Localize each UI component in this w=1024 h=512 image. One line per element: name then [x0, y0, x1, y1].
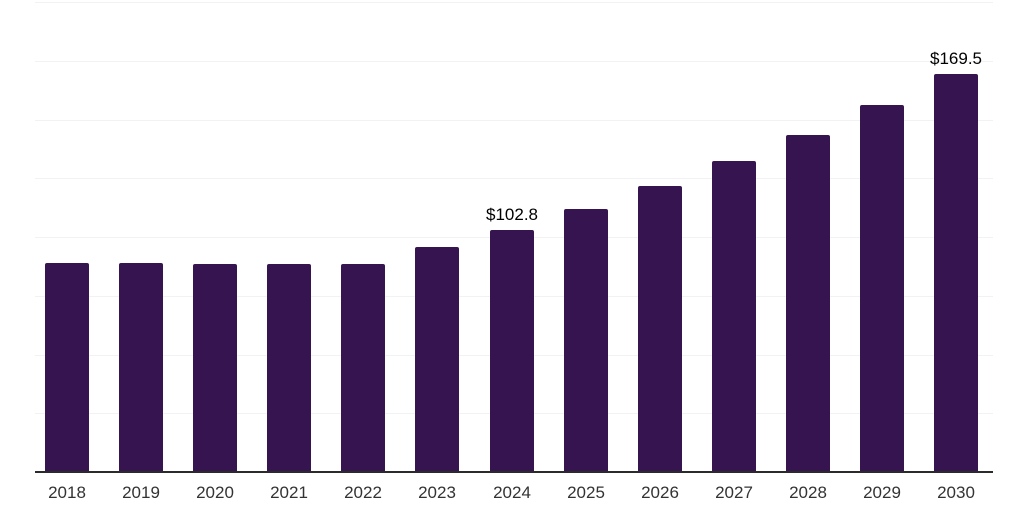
x-tick-label-2028: 2028 — [789, 483, 827, 502]
bar-2022[interactable] — [341, 264, 385, 472]
x-tick-label-2022: 2022 — [344, 483, 382, 502]
x-tick-label-2018: 2018 — [48, 483, 86, 502]
bar-2028[interactable] — [786, 135, 830, 472]
x-tick-label-2023: 2023 — [418, 483, 456, 502]
bar-2024[interactable] — [490, 230, 534, 472]
bar-2023[interactable] — [415, 247, 459, 472]
bar-2029[interactable] — [860, 105, 904, 472]
bar-2027[interactable] — [712, 161, 756, 472]
x-tick-label-2025: 2025 — [567, 483, 605, 502]
bar-2019[interactable] — [119, 263, 163, 472]
x-tick-label-2029: 2029 — [863, 483, 901, 502]
bar-2018[interactable] — [45, 263, 89, 472]
x-tick-label-2026: 2026 — [641, 483, 679, 502]
x-tick-label-2027: 2027 — [715, 483, 753, 502]
gridline-125 — [35, 178, 993, 179]
bar-2030[interactable] — [934, 74, 978, 472]
bar-2025[interactable] — [564, 209, 608, 472]
gridline-175 — [35, 61, 993, 62]
x-tick-label-2024: 2024 — [493, 483, 531, 502]
x-tick-label-2020: 2020 — [196, 483, 234, 502]
x-tick-label-2030: 2030 — [937, 483, 975, 502]
gridline-150 — [35, 120, 993, 121]
value-label-2024: $102.8 — [486, 205, 538, 224]
value-label-2030: $169.5 — [930, 49, 982, 68]
x-tick-label-2021: 2021 — [270, 483, 308, 502]
x-tick-label-2019: 2019 — [122, 483, 160, 502]
x-axis-line — [35, 471, 993, 473]
bar-2021[interactable] — [267, 264, 311, 472]
bar-2020[interactable] — [193, 264, 237, 472]
gridline-200 — [35, 2, 993, 3]
bar-2026[interactable] — [638, 186, 682, 472]
